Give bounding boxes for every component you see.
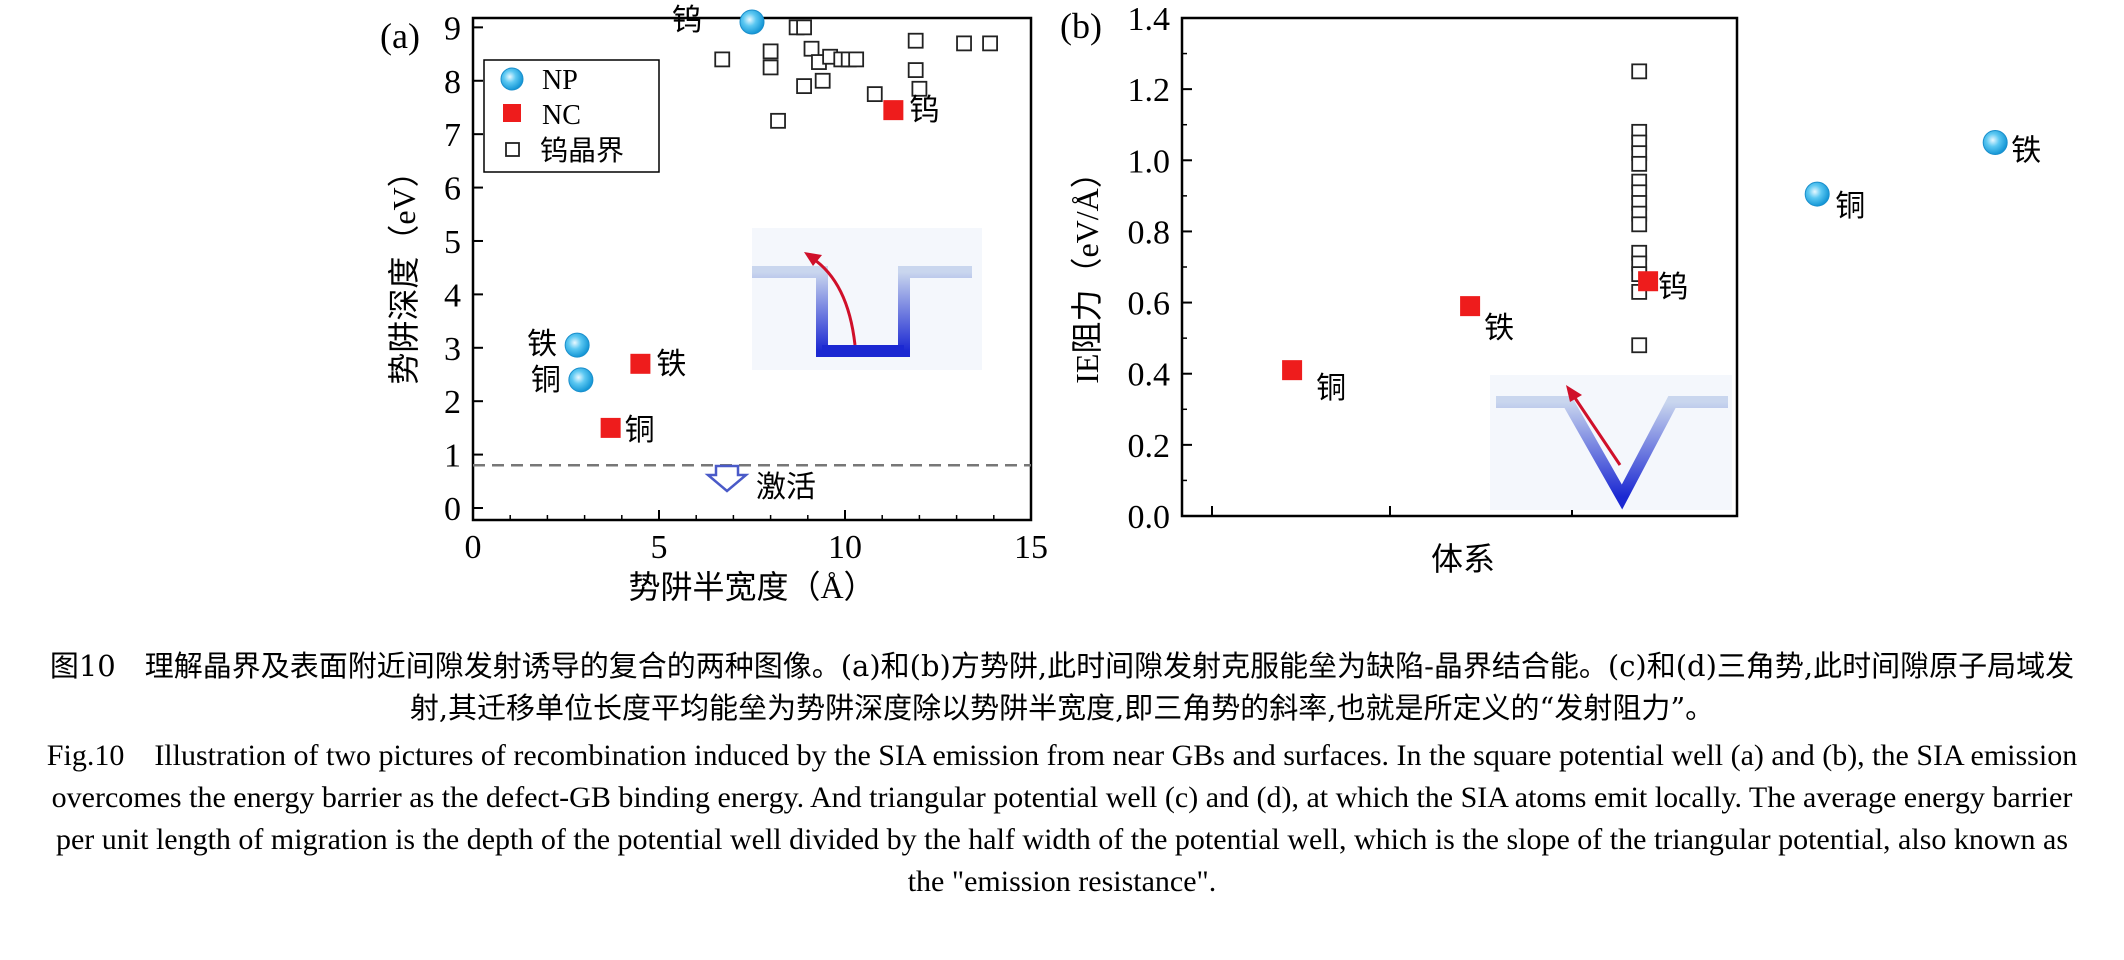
panel-b-point-label: 铁 xyxy=(2011,135,2041,168)
panel-b-point-label: 铜 xyxy=(1316,372,1346,405)
panel-a-point-nc-square xyxy=(600,417,621,438)
legend-np-label: NP xyxy=(542,65,578,96)
panel-a-point-gb-square xyxy=(907,32,924,49)
panel-a-point-nc-square xyxy=(883,100,904,121)
panel-a-point-gb-square xyxy=(982,35,998,52)
panel-a-point-label: 铁 xyxy=(656,348,686,381)
panel-a-xlabel: 势阱半宽度（Å） xyxy=(628,569,875,605)
panel-b-point-gb-square xyxy=(1631,155,1648,172)
panel-b-ylabel: IE阻力（eV/Å） xyxy=(1069,156,1105,384)
panel-b-point-gb-square xyxy=(1631,63,1648,80)
triangular-well-curve xyxy=(1496,396,1728,510)
figure-caption: 图10 理解晶界及表面附近间隙发射诱导的复合的两种图像。(a)和(b)方势阱,此… xyxy=(40,645,2084,903)
panel-a-legend: NP NC 钨晶界 xyxy=(483,59,660,173)
y-tick-label: 4 xyxy=(444,277,461,314)
panel-a-point-np-circle xyxy=(564,332,590,358)
panel-b-point-gb-square xyxy=(1631,216,1648,233)
y-tick-label: 3 xyxy=(444,331,461,368)
panel-b-point-nc-square xyxy=(1460,296,1481,317)
panel-a-point-gb-square xyxy=(770,112,786,129)
panel-a-x-ticks: 0 5 10 15 xyxy=(465,510,1048,566)
activation-arrow-icon xyxy=(704,464,750,493)
panel-b-point-np-circle xyxy=(1982,130,2008,155)
panel-b-xlabel: 体系 xyxy=(1431,541,1495,577)
panel-b-point-label: 铜 xyxy=(1835,190,1865,223)
y-tick-label: 0.2 xyxy=(1128,428,1171,465)
panel-a-point-gb-square xyxy=(956,35,972,52)
emission-arrow-icon xyxy=(1571,394,1622,466)
panel-a-point-gb-square xyxy=(762,59,779,76)
panel-a-point-label: 铜 xyxy=(625,414,655,447)
caption-chinese: 图10 理解晶界及表面附近间隙发射诱导的复合的两种图像。(a)和(b)方势阱,此… xyxy=(49,649,2075,725)
panel-a-point-gb-square xyxy=(714,51,731,68)
panel-a-point-label: 铜 xyxy=(531,364,561,397)
panel-a-point-gb-square xyxy=(866,86,883,103)
square-well-inset xyxy=(752,228,982,370)
panel-a-point-gb-square xyxy=(814,72,831,89)
panel-a-point-gb-square xyxy=(907,62,924,78)
panel-b-label: (b) xyxy=(1060,6,1102,46)
emission-arrowhead-icon xyxy=(1566,385,1582,402)
panel-b-y-ticks: 0.0 0.2 0.4 0.6 0.8 1.0 1.2 1.4 xyxy=(1128,1,1192,536)
panel-b-point-label: 钨 xyxy=(1658,271,1688,304)
y-tick-label: 0.0 xyxy=(1128,499,1171,536)
panel-a-point-np-circle xyxy=(568,367,594,393)
y-tick-label: 1.2 xyxy=(1128,72,1171,109)
x-tick-label: 5 xyxy=(651,529,668,566)
y-tick-label: 7 xyxy=(444,117,461,154)
x-tick-label: 10 xyxy=(828,529,862,566)
y-tick-label: 0 xyxy=(444,491,461,528)
legend-nc-marker xyxy=(503,104,521,122)
emission-arrow-icon xyxy=(811,256,857,346)
y-tick-label: 1.0 xyxy=(1128,143,1171,180)
panel-a-y-ticks: 0 1 2 3 4 5 6 7 8 9 xyxy=(444,10,483,528)
x-tick-label: 15 xyxy=(1014,529,1048,566)
caption-english: Fig.10 Illustration of two pictures of r… xyxy=(46,739,2078,898)
x-tick-label: 0 xyxy=(465,529,482,566)
panel-a-label: (a) xyxy=(380,16,420,56)
legend-nc-label: NC xyxy=(542,100,581,131)
panel-b-point-gb-square xyxy=(1631,337,1648,354)
y-tick-label: 6 xyxy=(444,171,461,208)
panel-b-point-nc-square xyxy=(1282,360,1303,381)
panel-a-point-gb-square xyxy=(803,40,820,57)
legend-gb-label: 钨晶界 xyxy=(540,135,624,167)
legend-gb-marker xyxy=(505,142,520,157)
y-tick-label: 1.4 xyxy=(1128,1,1171,38)
y-tick-label: 1 xyxy=(444,438,461,475)
panel-b-point-nc-square xyxy=(1638,271,1659,292)
y-tick-label: 0.6 xyxy=(1128,286,1171,323)
activation-annotation: 激活 xyxy=(704,464,816,504)
panel-a-point-gb-square xyxy=(848,51,865,68)
y-tick-label: 0.8 xyxy=(1128,214,1171,251)
panel-b-point-label: 铁 xyxy=(1484,312,1514,345)
panel-a-point-label: 钨 xyxy=(672,4,702,37)
activation-label: 激活 xyxy=(756,471,816,504)
emission-arrowhead-icon xyxy=(804,252,822,266)
panel-a-point-label: 铁 xyxy=(527,328,557,361)
panel-a-point-gb-square xyxy=(911,80,928,97)
y-tick-label: 9 xyxy=(444,10,461,47)
triangular-well-inset xyxy=(1490,375,1732,510)
panel-a-point-label: 钨 xyxy=(909,94,939,127)
panel-b-point-np-circle xyxy=(1804,181,1830,207)
panel-a-point-gb-square xyxy=(796,78,812,95)
y-tick-label: 8 xyxy=(444,64,461,101)
panel-a-ylabel: 势阱深度（eV） xyxy=(386,155,422,384)
y-tick-label: 0.4 xyxy=(1128,357,1171,394)
panel-a-point-nc-square xyxy=(630,353,651,374)
panel-a-point-np-circle xyxy=(739,9,765,35)
y-tick-label: 5 xyxy=(444,224,461,261)
y-tick-label: 2 xyxy=(444,384,461,421)
panel-a-point-gb-square xyxy=(762,43,779,60)
panel-a-point-gb-square xyxy=(796,19,812,36)
legend-np-marker xyxy=(500,67,524,91)
